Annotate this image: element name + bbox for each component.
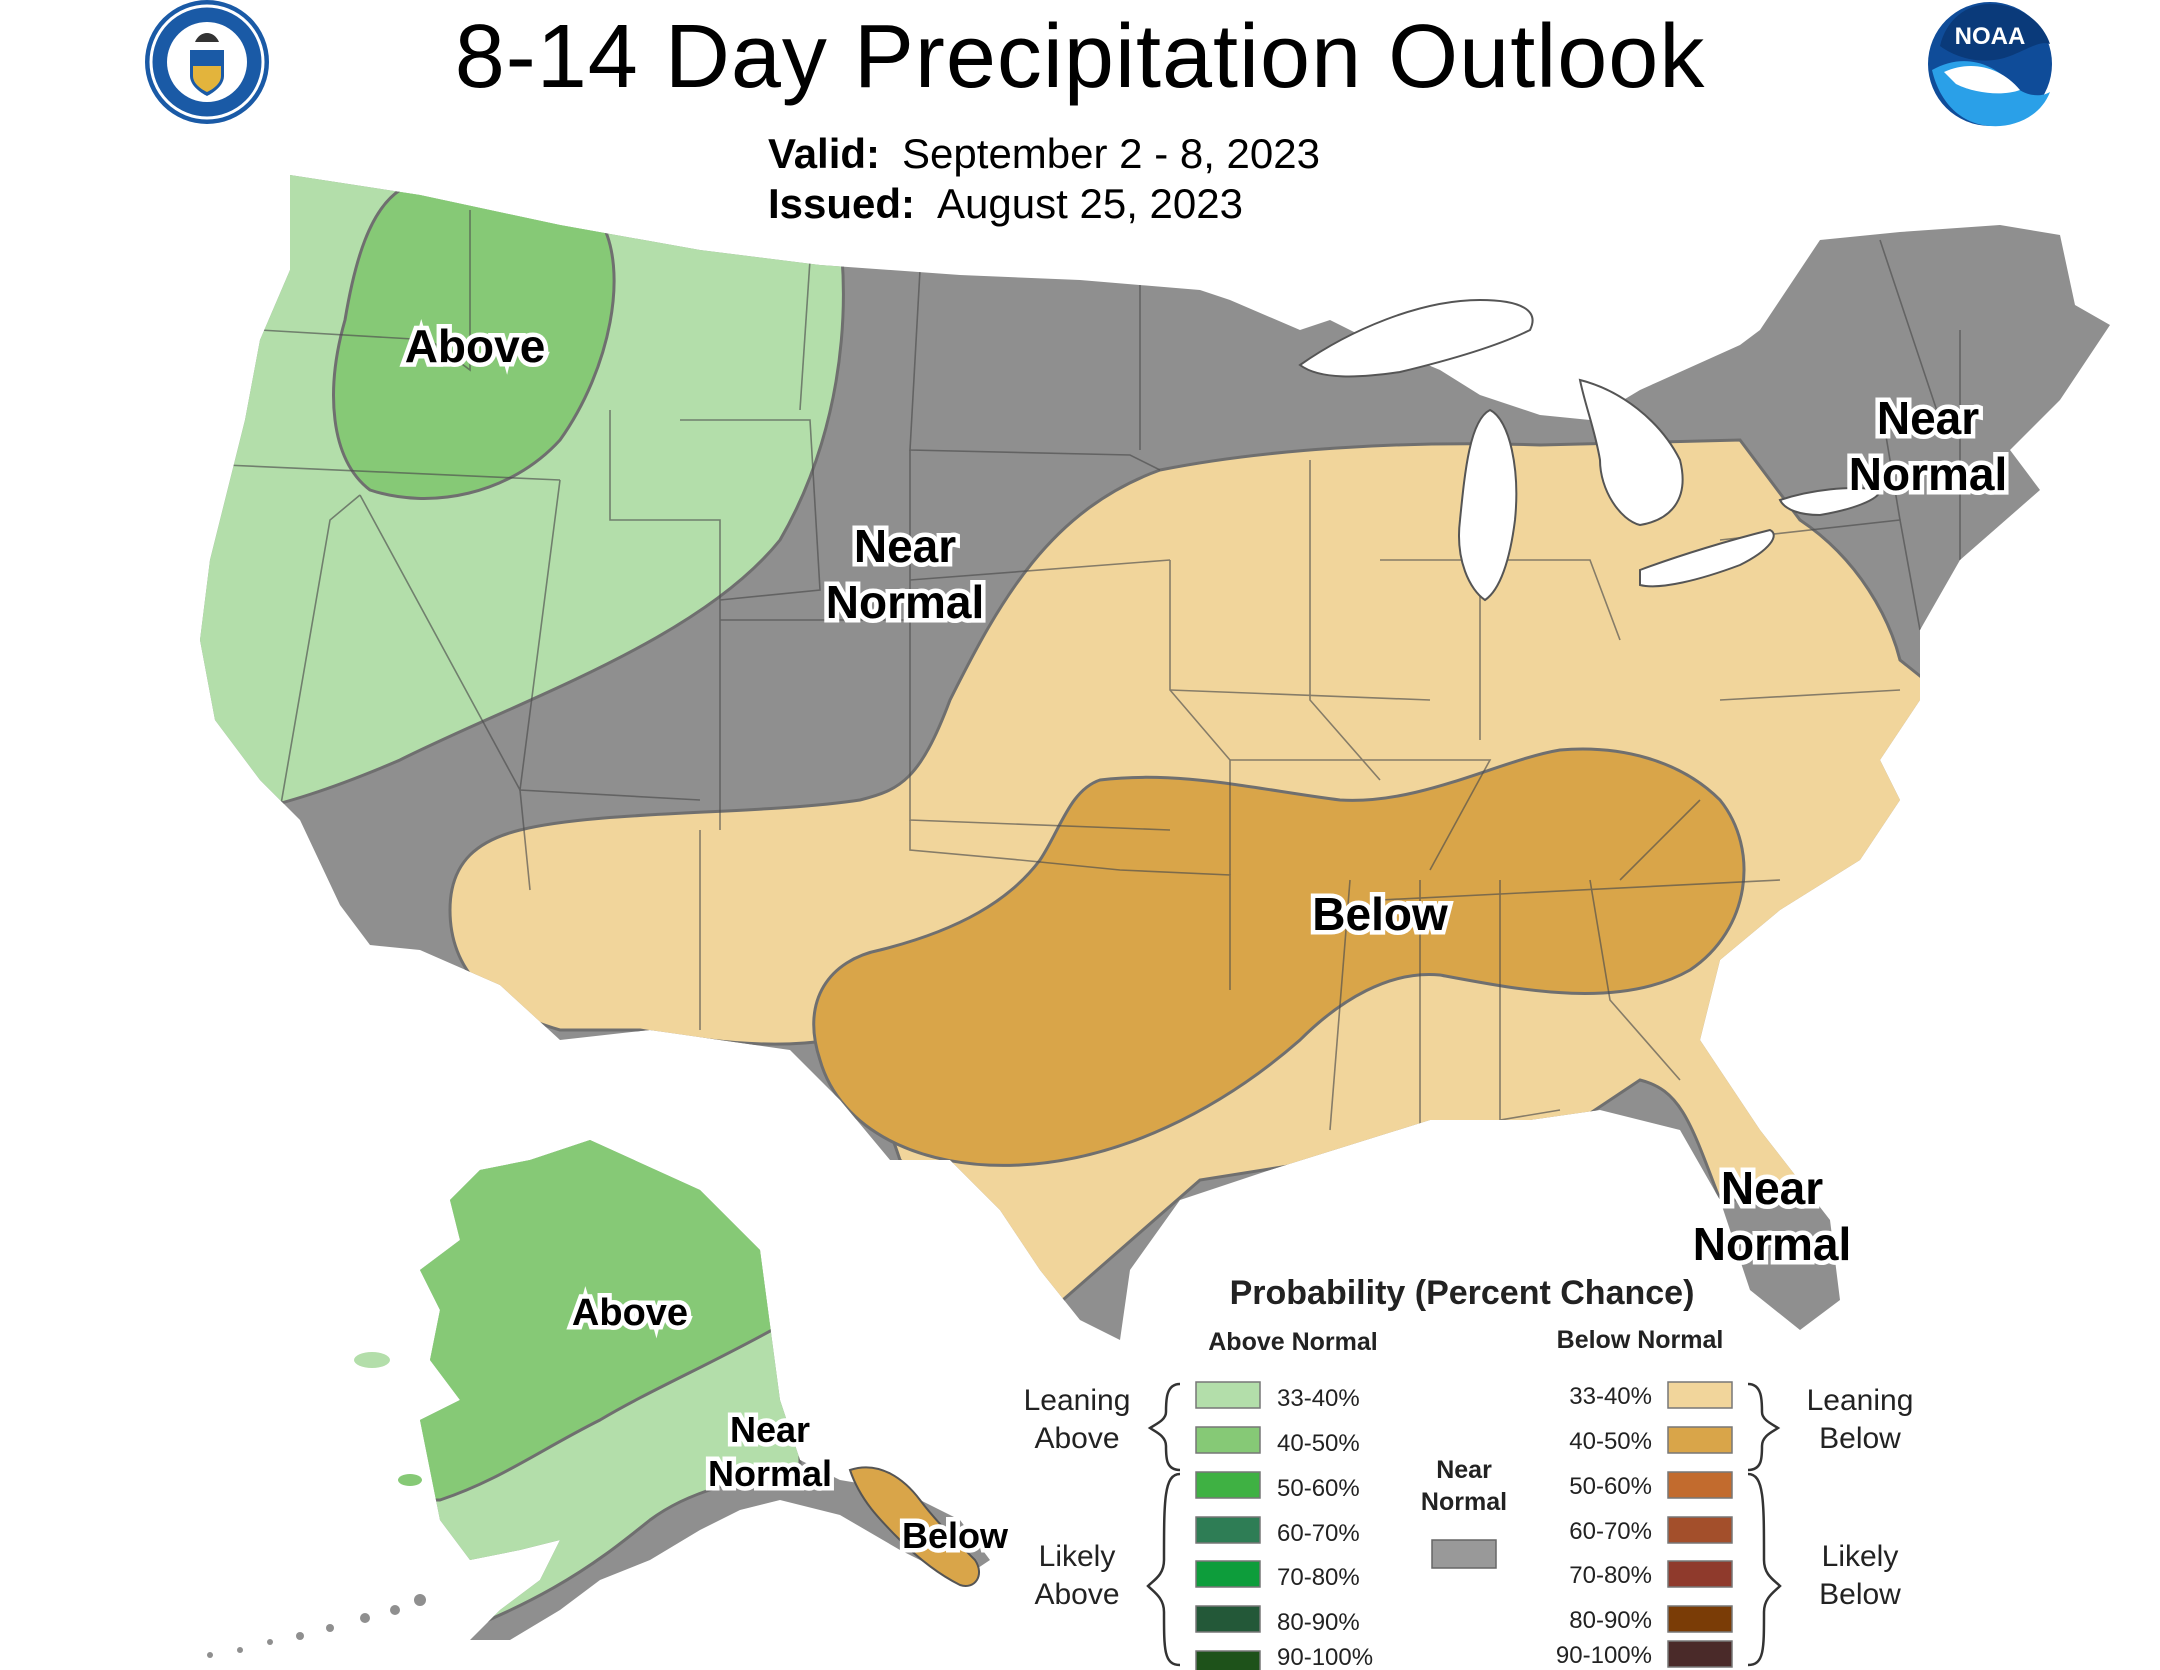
alaska-below-region <box>848 1466 980 1587</box>
likely-above-2: Above <box>1034 1578 1119 1611</box>
swatch-below-50-60 <box>1667 1471 1733 1499</box>
region-labels: Above Near Normal Near Normal Below Near… <box>400 316 2012 1561</box>
great-lakes <box>1298 298 1882 602</box>
page-title: 8-14 Day Precipitation Outlook <box>454 7 1706 107</box>
label-above-80-90: 80-90% <box>1277 1609 1360 1636</box>
leaning-below-2: Below <box>1819 1422 1901 1455</box>
swatch-above-90-100 <box>1195 1650 1261 1670</box>
label-above-33-40: 33-40% <box>1277 1385 1360 1412</box>
valid-line: Valid: September 2 - 8, 2023 <box>768 130 1320 178</box>
label-above-40-50: 40-50% <box>1277 1430 1360 1457</box>
swatch-below-80-90 <box>1667 1605 1733 1633</box>
state-boundaries <box>224 210 1961 1131</box>
noaa-logo-icon: NOAA <box>1928 2 2052 127</box>
leaning-above-2: Above <box>1034 1422 1119 1455</box>
label-florida-near-2: Normal <box>1693 1218 1851 1270</box>
legend-above-swatches: 33-40% 40-50% 50-60% 60-70% 70-80% 80-90… <box>1195 1381 1373 1670</box>
label-alaska-below: Below <box>902 1515 1009 1556</box>
label-below-60-70: 60-70% <box>1569 1518 1652 1545</box>
swatch-below-40-50 <box>1667 1426 1733 1454</box>
label-above-50-60: 50-60% <box>1277 1475 1360 1502</box>
issued-date: August 25, 2023 <box>937 180 1243 227</box>
swatch-below-60-70 <box>1667 1516 1733 1544</box>
legend-above-header: Above Normal <box>1208 1328 1377 1356</box>
legend-title: Probability (Percent Chance) <box>1230 1274 1695 1312</box>
label-conus-below: Below <box>1312 888 1448 940</box>
swatch-above-80-90 <box>1195 1605 1261 1633</box>
legend-near-2: Normal <box>1421 1488 1507 1516</box>
swatch-below-33-40 <box>1667 1381 1733 1409</box>
below-40-50-region <box>812 747 1746 1167</box>
valid-label: Valid: <box>768 130 881 177</box>
aleutian-islands <box>207 1352 426 1658</box>
swatch-below-70-80 <box>1667 1560 1733 1588</box>
label-conus-near-2: Normal <box>826 576 984 628</box>
swatch-near-normal <box>1431 1539 1497 1569</box>
label-above-90-100: 90-100% <box>1277 1644 1373 1670</box>
issued-line: Issued: August 25, 2023 <box>768 180 1243 228</box>
lake-michigan <box>1458 408 1518 602</box>
legend-near-1: Near <box>1436 1456 1492 1484</box>
valid-date: September 2 - 8, 2023 <box>902 130 1320 177</box>
label-alaska-near-1: Near <box>730 1409 810 1450</box>
label-below-70-80: 70-80% <box>1569 1562 1652 1589</box>
issued-label: Issued: <box>768 180 916 227</box>
swatch-below-90-100 <box>1667 1640 1733 1668</box>
lake-ontario <box>1778 487 1882 517</box>
swatch-above-33-40 <box>1195 1381 1261 1409</box>
swatch-above-50-60 <box>1195 1471 1261 1499</box>
legend-below-header: Below Normal <box>1557 1326 1724 1354</box>
legend-braces <box>1146 1382 1782 1667</box>
label-below-80-90: 80-90% <box>1569 1607 1652 1634</box>
label-above-70-80: 70-80% <box>1277 1564 1360 1591</box>
legend: Probability (Percent Chance) Above Norma… <box>1024 1274 1914 1670</box>
likely-below-2: Below <box>1819 1578 1901 1611</box>
legend-below-swatches: 33-40% 40-50% 50-60% 60-70% 70-80% 80-90… <box>1556 1381 1733 1669</box>
lake-superior <box>1298 298 1534 378</box>
label-below-90-100: 90-100% <box>1556 1642 1652 1669</box>
leaning-above-1: Leaning <box>1024 1384 1131 1417</box>
label-conus-near-1: Near <box>854 520 956 572</box>
label-conus-above: Above <box>405 320 546 372</box>
label-alaska-above: Above <box>572 1292 688 1334</box>
label-florida-near-1: Near <box>1721 1162 1823 1214</box>
lake-erie <box>1639 528 1775 588</box>
department-of-commerce-seal-icon <box>145 0 269 124</box>
lake-huron <box>1578 378 1684 527</box>
swatch-above-60-70 <box>1195 1516 1261 1544</box>
likely-below-1: Likely <box>1822 1540 1899 1573</box>
label-northeast-near-2: Normal <box>1849 448 2007 500</box>
label-below-50-60: 50-60% <box>1569 1473 1652 1500</box>
label-alaska-near-2: Normal <box>708 1453 832 1494</box>
label-northeast-near-1: Near <box>1877 392 1979 444</box>
likely-above-1: Likely <box>1039 1540 1116 1573</box>
alaska-map <box>207 1140 990 1658</box>
label-above-60-70: 60-70% <box>1277 1520 1360 1547</box>
noaa-logo-text: NOAA <box>1955 23 2026 50</box>
leaning-below-1: Leaning <box>1807 1384 1914 1417</box>
alaska-above-40-50-region <box>420 1140 802 1502</box>
swatch-above-70-80 <box>1195 1560 1261 1588</box>
swatch-above-40-50 <box>1195 1426 1261 1454</box>
label-below-40-50: 40-50% <box>1569 1428 1652 1455</box>
label-below-33-40: 33-40% <box>1569 1383 1652 1410</box>
